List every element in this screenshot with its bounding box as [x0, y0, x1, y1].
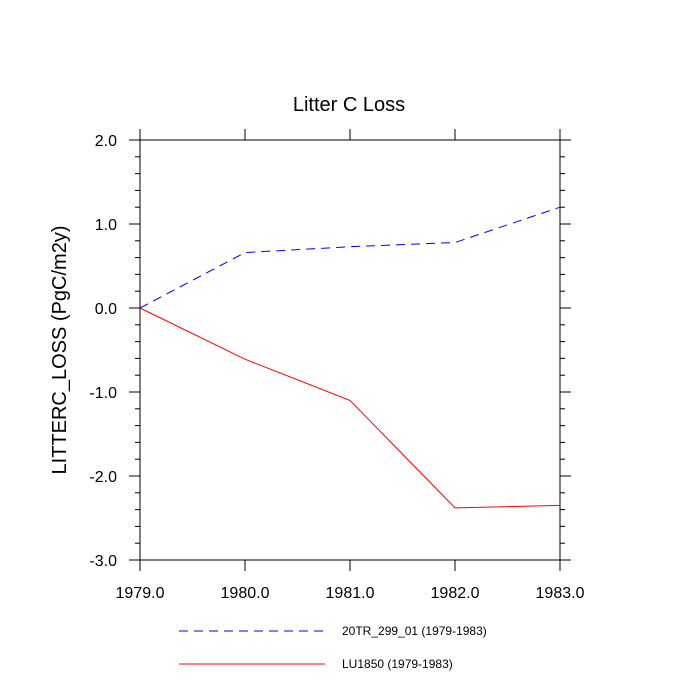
series-layer	[139, 206, 561, 509]
axis-ticks: 1979.0 1980.0 1981.0 1982.0 1983.0 -3.0 -2.0 -1…	[89, 129, 585, 602]
legend-label-20tr: 20TR_299_01 (1979-1983)	[342, 624, 487, 638]
y-tick-label: -2.0	[89, 469, 117, 486]
y-tick-label: 1.0	[95, 217, 117, 234]
chart-title: Litter C Loss	[293, 94, 405, 116]
y-tick-label: 0.0	[95, 301, 117, 318]
x-tick-label: 1982.0	[431, 585, 480, 602]
y-tick-label: -3.0	[89, 553, 117, 570]
plot-frame	[139, 139, 561, 561]
x-tick-label: 1983.0	[536, 585, 585, 602]
y-tick-label: -1.0	[89, 385, 117, 402]
series-line-1	[139, 307, 561, 509]
x-tick-label: 1979.0	[116, 585, 165, 602]
plot-area	[139, 139, 561, 561]
legend-label-lu1850: LU1850 (1979-1983)	[342, 657, 453, 671]
y-axis-label: LITTERC_LOSS (PgC/m2y)	[49, 226, 71, 475]
x-tick-label: 1980.0	[221, 585, 270, 602]
series-line-0	[139, 206, 561, 309]
legend: 20TR_299_01 (1979-1983) LU1850 (1979-198…	[179, 624, 487, 671]
y-tick-label: 2.0	[95, 133, 117, 150]
x-tick-label: 1981.0	[326, 585, 375, 602]
